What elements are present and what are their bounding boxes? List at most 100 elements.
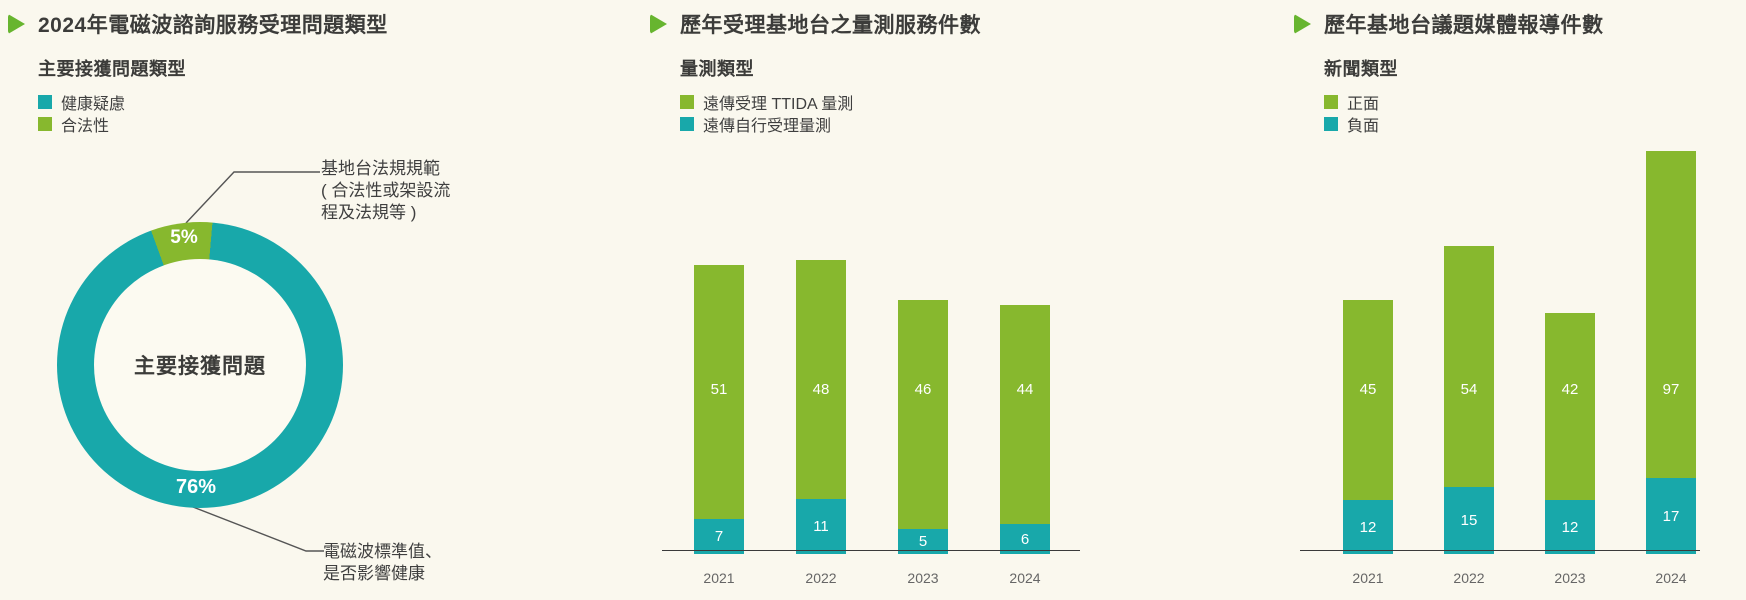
value-label-upper: 45: [1359, 381, 1377, 398]
section-arrow-icon: [1294, 14, 1311, 34]
stacked-bar-2021: 12 45: [1343, 299, 1393, 554]
green-swatch-icon: [680, 95, 694, 109]
value-label-lower: 6: [1020, 530, 1030, 548]
x-axis-line: [662, 550, 1080, 551]
bar-segment-lower: 12: [1343, 500, 1393, 554]
teal-swatch-icon: [38, 95, 52, 109]
section-arrow-icon: [8, 14, 25, 34]
bar-segment-upper: [1000, 305, 1050, 525]
panel-title: 2024年電磁波諮詢服務受理問題類型: [38, 14, 388, 37]
legend-item: 遠傳自行受理量測: [680, 113, 853, 135]
annotation-line: 是否影響健康: [323, 564, 425, 583]
annotation-legal: 基地台法規規範 ( 合法性或架設流 程及法規等 ): [321, 158, 450, 224]
legend-label: 正面: [1347, 96, 1380, 113]
legend-block: 新聞類型 正面 負面: [1324, 55, 1398, 135]
slice-percent-green: 5%: [170, 227, 198, 248]
x-axis-label: 2023: [1554, 570, 1586, 586]
x-axis-label: 2024: [1655, 570, 1687, 586]
legend-title: 量測類型: [680, 59, 754, 79]
stacked-bar-2021: 7 51: [694, 265, 744, 554]
donut-hole: 主要接獲問題: [94, 259, 306, 471]
stacked-bar-2022: 15 54: [1444, 246, 1494, 554]
section-arrow-icon: [650, 14, 667, 34]
panel-header: 歷年受理基地台之量測服務件數: [650, 9, 981, 39]
x-axis-label: 2023: [907, 570, 939, 586]
legend-label: 健康疑慮: [61, 96, 126, 113]
annotation-line: 基地台法規規範: [321, 159, 440, 178]
bar-segment-upper: [1444, 246, 1494, 488]
bar-segment-upper: [1545, 313, 1595, 501]
legend-label: 負面: [1347, 118, 1380, 135]
donut-chart: 主要接獲問題 5% 76% 基地台法規規範 ( 合法性或架設流 程及法規等 ) …: [0, 0, 582, 600]
stacked-bar-2024: 17 97: [1646, 151, 1696, 554]
stacked-bar-2023: 12 42: [1545, 313, 1595, 554]
bar-segment-upper: [898, 300, 948, 530]
annotation-line: 電磁波標準值、: [323, 542, 442, 561]
legend-block: 主要接獲問題類型 健康疑慮 合法性: [38, 55, 186, 135]
value-label-upper: 51: [710, 381, 728, 398]
legend-item: 正面: [1324, 91, 1398, 113]
legend-title: 新聞類型: [1324, 59, 1398, 79]
value-label-upper: 42: [1561, 381, 1579, 398]
value-label-lower: 5: [918, 533, 928, 551]
panel-media: 歷年基地台議題媒體報導件數 新聞類型 正面 負面 12 45 2021 15 54 202…: [1164, 0, 1746, 600]
stacked-bar-2023: 5 46: [898, 300, 948, 554]
legend-item: 負面: [1324, 113, 1398, 135]
value-label-upper: 54: [1460, 381, 1478, 398]
bar-segment-upper: [1646, 151, 1696, 479]
bar-segment-upper: [1343, 299, 1393, 501]
legend-label: 遠傳受理 TTIDA 量測: [703, 96, 854, 113]
bar-segment-upper: [796, 260, 846, 500]
value-label-upper: 44: [1016, 381, 1034, 398]
panel-header: 2024年電磁波諮詢服務受理問題類型: [8, 9, 388, 39]
bar-segment-upper: [694, 265, 744, 520]
x-axis-label: 2022: [805, 570, 837, 586]
panel-title: 歷年基地台議題媒體報導件數: [1324, 14, 1604, 37]
legend-title: 主要接獲問題類型: [38, 59, 186, 79]
legend-label: 遠傳自行受理量測: [703, 118, 832, 135]
bar-segment-lower: 15: [1444, 487, 1494, 554]
value-label-lower: 12: [1561, 518, 1579, 536]
x-axis-label: 2021: [703, 570, 735, 586]
bar-chart-measurement: 7 51 2021 11 48 2022 5 46 2023 6 44 2024: [662, 140, 1080, 586]
green-swatch-icon: [1324, 95, 1338, 109]
bar-chart-media: 12 45 2021 15 54 2022 12 42 2023 17 97 2024: [1300, 137, 1700, 586]
x-axis-line: [1300, 550, 1700, 551]
teal-swatch-icon: [680, 117, 694, 131]
panel-consult-types: 2024年電磁波諮詢服務受理問題類型 主要接獲問題類型 健康疑慮 合法性 主要接…: [0, 0, 582, 600]
x-axis-label: 2021: [1352, 570, 1384, 586]
x-axis-label: 2022: [1453, 570, 1485, 586]
value-label-lower: 15: [1460, 512, 1478, 530]
bar-segment-lower: 12: [1545, 500, 1595, 554]
legend-label: 合法性: [61, 118, 110, 135]
panel-header: 歷年基地台議題媒體報導件數: [1294, 9, 1604, 39]
annotation-line: ( 合法性或架設流: [321, 181, 451, 200]
value-label-lower: 12: [1359, 518, 1377, 536]
value-label-lower: 17: [1662, 507, 1680, 525]
panel-title: 歷年受理基地台之量測服務件數: [680, 14, 981, 37]
green-swatch-icon: [38, 117, 52, 131]
value-label-upper: 46: [914, 381, 932, 398]
value-label-lower: 7: [714, 528, 724, 546]
panel-measurement: 歷年受理基地台之量測服務件數 量測類型 遠傳受理 TTIDA 量測 遠傳自行受理…: [582, 0, 1164, 600]
legend-item: 合法性: [38, 113, 186, 135]
stacked-bar-2024: 6 44: [1000, 305, 1050, 554]
value-label-upper: 48: [812, 381, 830, 398]
x-axis-label: 2024: [1009, 570, 1041, 586]
bar-segment-lower: 5: [898, 529, 948, 554]
legend-item: 遠傳受理 TTIDA 量測: [680, 91, 853, 113]
legend-item: 健康疑慮: [38, 91, 186, 113]
legend-block: 量測類型 遠傳受理 TTIDA 量測 遠傳自行受理量測: [680, 55, 853, 135]
stacked-bar-2022: 11 48: [796, 260, 846, 554]
bar-segment-lower: 11: [796, 499, 846, 554]
donut-ring: 主要接獲問題 5% 76%: [57, 222, 343, 508]
bar-segment-lower: 6: [1000, 524, 1050, 554]
bar-segment-lower: 7: [694, 519, 744, 554]
value-label-upper: 97: [1662, 381, 1680, 398]
donut-center-label: 主要接獲問題: [134, 355, 266, 378]
annotation-line: 程及法規等 ): [321, 203, 417, 222]
value-label-lower: 11: [813, 518, 829, 536]
teal-swatch-icon: [1324, 117, 1338, 131]
bar-segment-lower: 17: [1646, 478, 1696, 554]
